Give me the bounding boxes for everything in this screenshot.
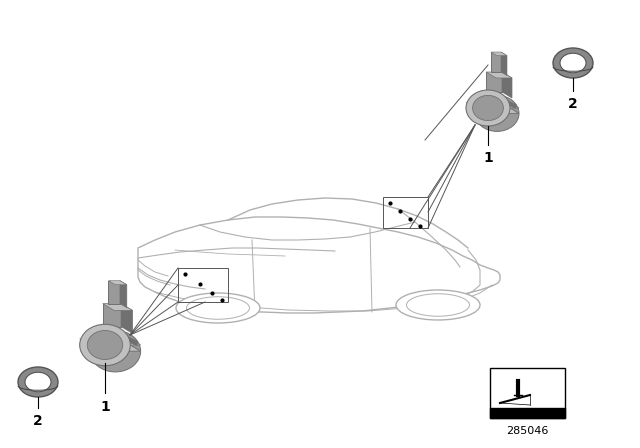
Polygon shape [80,339,141,345]
Polygon shape [501,52,507,76]
Polygon shape [502,98,516,108]
Ellipse shape [18,367,58,397]
Text: 2: 2 [568,97,578,111]
Text: 285046: 285046 [506,426,548,436]
Ellipse shape [80,324,131,366]
Ellipse shape [466,90,510,126]
Polygon shape [108,280,120,304]
Ellipse shape [87,331,123,359]
Ellipse shape [560,53,586,73]
Ellipse shape [25,372,51,392]
Ellipse shape [472,95,504,121]
Polygon shape [491,52,501,72]
Polygon shape [502,72,512,98]
Polygon shape [121,304,132,333]
Text: 2: 2 [33,414,43,428]
Ellipse shape [90,331,141,372]
Polygon shape [486,72,502,92]
Ellipse shape [553,48,593,78]
Polygon shape [490,408,565,418]
Polygon shape [120,280,127,308]
Polygon shape [121,333,137,346]
Ellipse shape [176,293,260,323]
Polygon shape [466,103,519,108]
Polygon shape [102,304,121,327]
Ellipse shape [406,294,470,316]
Polygon shape [80,345,141,351]
Bar [490,368,565,418]
Ellipse shape [475,95,519,131]
Polygon shape [466,108,519,113]
Text: 1: 1 [483,151,493,165]
Polygon shape [486,72,512,78]
Polygon shape [108,280,127,285]
Ellipse shape [186,297,250,319]
Polygon shape [491,52,507,56]
Ellipse shape [396,290,480,320]
Text: 1: 1 [100,400,110,414]
Polygon shape [102,304,132,310]
